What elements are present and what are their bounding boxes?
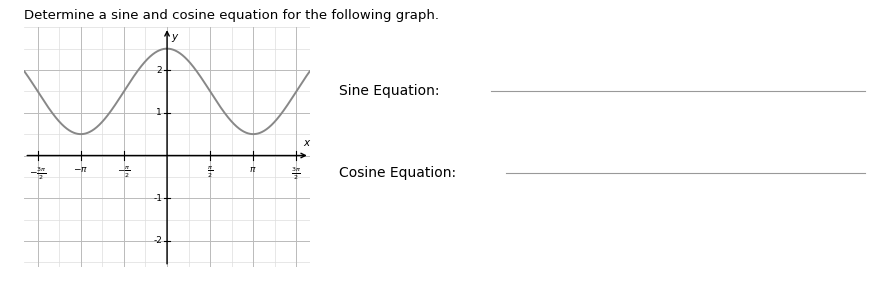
Text: $\pi$: $\pi$: [249, 165, 256, 174]
Text: $\frac{\pi}{2}$: $\frac{\pi}{2}$: [207, 165, 213, 180]
Text: $y$: $y$: [171, 32, 180, 44]
Text: $\frac{3\pi}{2}$: $\frac{3\pi}{2}$: [291, 165, 301, 181]
Text: $x$: $x$: [302, 138, 311, 148]
Text: 1: 1: [156, 108, 162, 117]
Text: Determine a sine and cosine equation for the following graph.: Determine a sine and cosine equation for…: [24, 9, 439, 22]
Text: $-\frac{\pi}{2}$: $-\frac{\pi}{2}$: [117, 165, 130, 180]
Text: $-\frac{3\pi}{2}$: $-\frac{3\pi}{2}$: [29, 165, 46, 181]
Text: $-\pi$: $-\pi$: [73, 165, 89, 174]
Text: -2: -2: [153, 237, 162, 245]
Text: Sine Equation:: Sine Equation:: [339, 84, 440, 98]
Text: 2: 2: [156, 65, 162, 75]
Text: Cosine Equation:: Cosine Equation:: [339, 166, 456, 180]
Text: -1: -1: [153, 194, 162, 203]
